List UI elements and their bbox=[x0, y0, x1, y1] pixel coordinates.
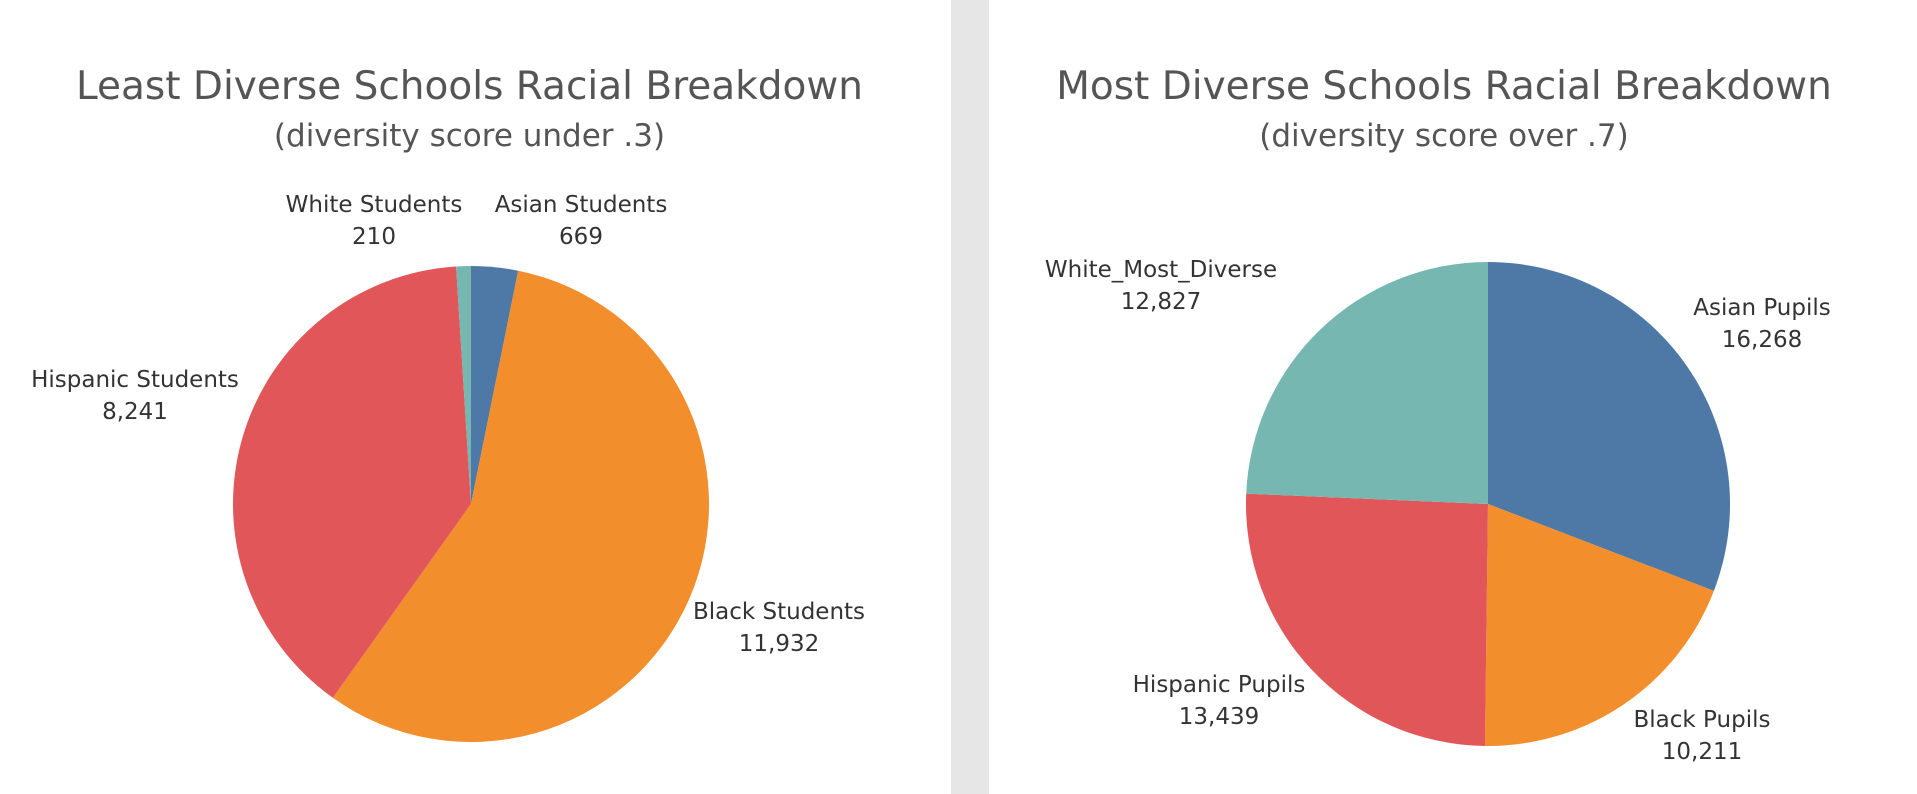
pie-slice-asian-pupils[interactable] bbox=[1488, 262, 1731, 591]
most-diverse-title: Most Diverse Schools Racial Breakdown bbox=[1056, 64, 1832, 109]
slice-value-hispanic-students: 8,241 bbox=[102, 399, 168, 425]
least-diverse-panel: Least Diverse Schools Racial Breakdown (… bbox=[0, 0, 951, 794]
least-diverse-subtitle: (diversity score under .3) bbox=[273, 118, 666, 154]
pie-slice-hispanic-pupils[interactable] bbox=[1245, 493, 1488, 746]
slice-label-asian-students: Asian Students bbox=[495, 192, 668, 218]
slice-value-white-most-diverse: 12,827 bbox=[1121, 289, 1201, 315]
slice-label-black-pupils: Black Pupils bbox=[1634, 707, 1771, 733]
pie-slice-hispanic-students[interactable] bbox=[233, 266, 471, 698]
least-diverse-title: Least Diverse Schools Racial Breakdown bbox=[75, 64, 863, 109]
slice-value-black-pupils: 10,211 bbox=[1662, 739, 1742, 765]
slice-label-white-students: White Students bbox=[286, 192, 463, 218]
slice-label-hispanic-pupils: Hispanic Pupils bbox=[1133, 672, 1306, 698]
pie-slice-black-pupils[interactable] bbox=[1484, 504, 1714, 746]
slice-value-white-students: 210 bbox=[352, 224, 396, 250]
most-diverse-pie-chart[interactable]: Asian Pupils 16,268 Black Pupils 10,211 Hisp… bbox=[989, 0, 1917, 794]
slice-value-asian-students: 669 bbox=[559, 224, 603, 250]
slice-value-hispanic-pupils: 13,439 bbox=[1179, 704, 1259, 730]
panel-divider bbox=[951, 0, 989, 794]
slice-label-black-students: Black Students bbox=[693, 599, 865, 625]
pie-slice-black-students[interactable] bbox=[332, 270, 710, 743]
most-diverse-panel: Most Diverse Schools Racial Breakdown (d… bbox=[989, 0, 1917, 794]
pie-slice-asian-students[interactable] bbox=[471, 266, 519, 504]
slice-label-white-most-diverse: White_Most_Diverse bbox=[1045, 257, 1277, 283]
pie-slice-white-most-diverse[interactable] bbox=[1246, 262, 1488, 504]
slice-label-asian-pupils: Asian Pupils bbox=[1693, 295, 1831, 321]
slice-value-asian-pupils: 16,268 bbox=[1722, 327, 1802, 353]
slice-label-hispanic-students: Hispanic Students bbox=[31, 367, 239, 393]
least-diverse-pie-chart[interactable]: Asian Students 669 Black Students 11,932 His… bbox=[0, 0, 951, 794]
pie-slice-white-students[interactable] bbox=[456, 266, 471, 504]
most-diverse-subtitle: (diversity score over .7) bbox=[1259, 118, 1629, 154]
slice-value-black-students: 11,932 bbox=[739, 631, 819, 657]
